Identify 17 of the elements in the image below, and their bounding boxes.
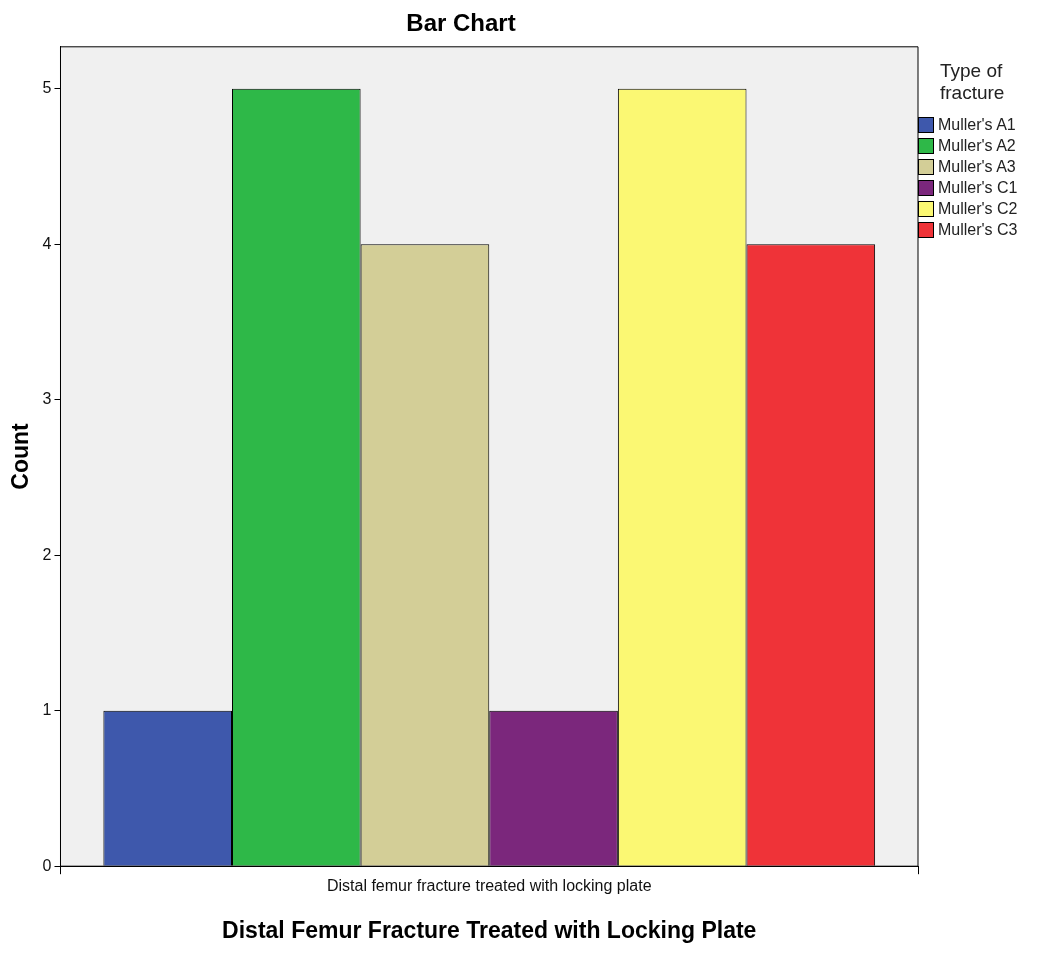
y-axis-title: Count xyxy=(7,422,34,490)
legend-label: Muller's A2 xyxy=(938,136,1016,155)
y-tick-label: 3 xyxy=(42,390,52,408)
x-axis-title: Distal Femur Fracture Treated with Locking Plate xyxy=(222,916,757,943)
legend-title: Type of fracture xyxy=(940,60,1006,104)
y-tick-label: 2 xyxy=(42,545,52,563)
legend-label: Muller's C2 xyxy=(938,199,1018,218)
y-tick-label: 0 xyxy=(42,856,52,874)
x-tick-label: Distal femur fracture treated with locking plate xyxy=(326,877,652,895)
chart-title: Bar Chart xyxy=(406,9,516,37)
legend-label: Muller's A3 xyxy=(938,157,1016,176)
y-tick-label: 1 xyxy=(42,701,52,719)
y-tick-label: 4 xyxy=(42,234,52,252)
y-tick-label: 5 xyxy=(42,79,52,97)
legend-label: Muller's A1 xyxy=(938,115,1016,134)
legend-label: Muller's C1 xyxy=(938,178,1018,197)
legend-label: Muller's C3 xyxy=(938,220,1018,239)
